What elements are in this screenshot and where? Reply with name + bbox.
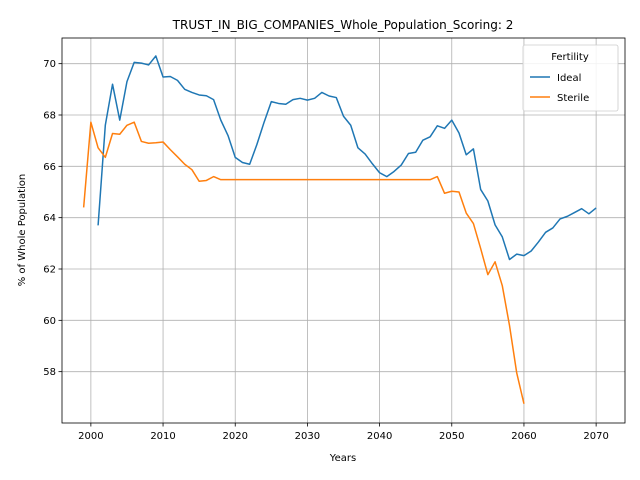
- y-axis-title: % of Whole Population: [17, 174, 28, 287]
- y-tick-label: 66: [43, 162, 56, 173]
- x-tick-label: 2040: [367, 431, 392, 442]
- x-axis: 2000 2010 2020 2030 2040 2050 2060 2070: [78, 423, 609, 442]
- x-tick-label: 2070: [583, 431, 608, 442]
- x-axis-title: Years: [329, 453, 356, 464]
- x-tick-label: 2000: [78, 431, 103, 442]
- x-tick-label: 2020: [223, 431, 248, 442]
- y-tick-label: 64: [43, 213, 56, 224]
- series-lines: [82, 55, 597, 404]
- legend-title: Fertility: [551, 52, 589, 63]
- legend-label-sterile: Sterile: [557, 93, 589, 104]
- legend: Fertility Ideal Sterile: [522, 44, 619, 112]
- legend-box: [522, 44, 619, 112]
- legend-label-ideal: Ideal: [557, 73, 581, 84]
- x-tick-label: 2060: [511, 431, 536, 442]
- y-tick-label: 60: [43, 316, 56, 327]
- x-tick-label: 2010: [150, 431, 175, 442]
- series-line-ideal: [97, 55, 597, 261]
- y-tick-label: 58: [43, 367, 56, 378]
- x-tick-label: 2050: [439, 431, 464, 442]
- y-tick-label: 62: [43, 265, 56, 276]
- y-axis: 58 60 62 64 66 68 70: [43, 59, 62, 378]
- series-line-sterile: [82, 121, 525, 404]
- plot-area: [61, 37, 626, 424]
- x-tick-label: 2030: [295, 431, 320, 442]
- y-tick-label: 68: [43, 111, 56, 122]
- chart-title: TRUST_IN_BIG_COMPANIES_Whole_Population_…: [172, 18, 514, 32]
- y-tick-label: 70: [43, 59, 56, 70]
